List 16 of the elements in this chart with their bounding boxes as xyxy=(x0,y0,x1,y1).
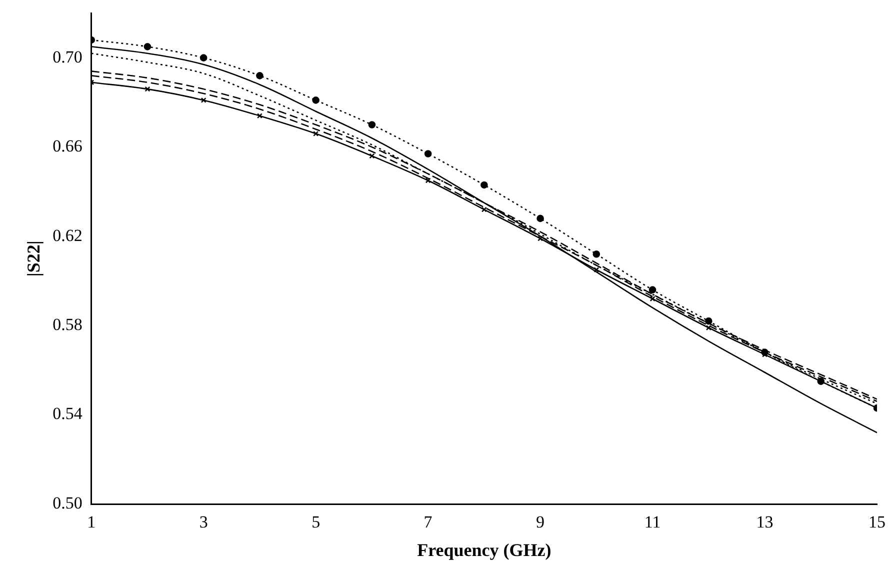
y-tick-label: 0.62 xyxy=(52,226,82,245)
x-tick-label: 9 xyxy=(536,512,545,532)
y-tick-label: 0.50 xyxy=(52,493,82,512)
x-tick-label: 13 xyxy=(756,512,774,532)
x-tick-label: 15 xyxy=(868,512,886,532)
x-axis-title: Frequency (GHz) xyxy=(417,540,552,560)
x-tick-label: 1 xyxy=(87,512,96,532)
y-axis-title: |S22| xyxy=(23,240,44,277)
x-tick-label: 3 xyxy=(199,512,208,532)
x-tick-label: 11 xyxy=(644,512,661,532)
y-tick-label: 0.66 xyxy=(52,136,82,156)
y-tick-label: 0.58 xyxy=(52,314,82,334)
y-tick-label: 0.54 xyxy=(52,404,83,424)
x-tick-label: 5 xyxy=(312,512,320,532)
x-tick-label: 7 xyxy=(424,512,433,532)
y-tick-label: 0.70 xyxy=(52,47,82,66)
